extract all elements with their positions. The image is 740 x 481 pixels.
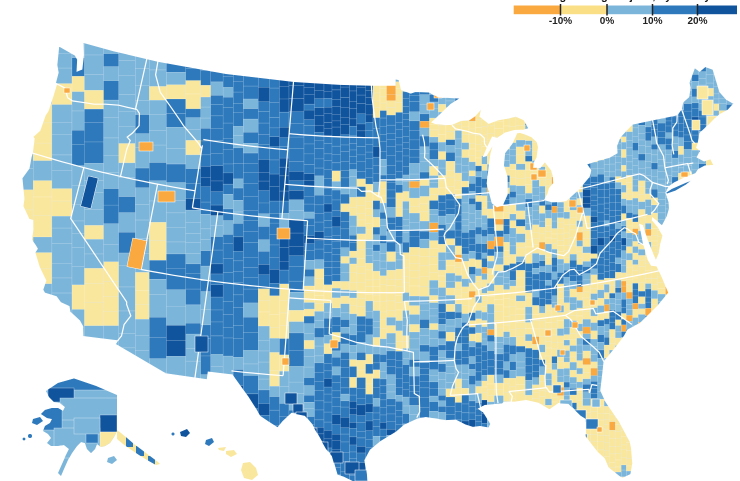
svg-text:-10%: -10% bbox=[549, 16, 572, 27]
svg-text:0%: 0% bbox=[600, 16, 615, 27]
svg-text:10%: 10% bbox=[642, 16, 662, 27]
svg-text:Percentage change in jobs, by: Percentage change in jobs, by county bbox=[513, 0, 711, 3]
svg-text:20%: 20% bbox=[687, 16, 707, 27]
